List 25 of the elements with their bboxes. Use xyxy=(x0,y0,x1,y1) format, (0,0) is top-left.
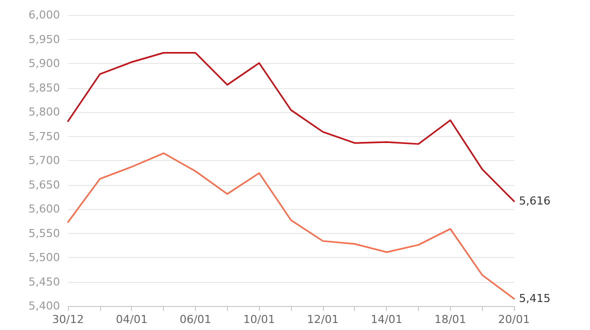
line-series xyxy=(67,52,515,202)
data-label: 5,616 xyxy=(519,194,550,208)
y-tick-label: 5,850 xyxy=(28,81,60,94)
y-tick-label: 6,000 xyxy=(28,8,60,22)
y-tick-label: 5,800 xyxy=(28,106,60,118)
x-tick-label: 10/01 xyxy=(243,313,275,326)
y-tick-label: 5,700 xyxy=(28,154,60,167)
y-tick-label: 5,400 xyxy=(28,300,60,312)
y-tick-label: 5,900 xyxy=(28,57,60,70)
x-tick-label: 04/01 xyxy=(116,313,148,326)
y-tick-label: 5,550 xyxy=(28,226,60,240)
y-tick-label: 5,600 xyxy=(28,202,60,216)
y-tick-label: 5,750 xyxy=(28,130,60,143)
y-tick-label: 5,650 xyxy=(28,178,60,192)
data-label: 5,415 xyxy=(519,292,550,306)
x-tick-label: 18/01 xyxy=(434,313,466,326)
y-tick-label: 5,950 xyxy=(28,32,60,46)
x-tick-label: 20/01 xyxy=(498,313,530,326)
line-series xyxy=(67,152,515,300)
y-tick-label: 5,450 xyxy=(28,275,60,288)
y-tick-label: 5,500 xyxy=(28,251,60,264)
x-tick-label: 14/01 xyxy=(370,313,402,326)
x-tick-label: 30/12 xyxy=(52,313,84,326)
x-tick-label: 12/01 xyxy=(307,313,339,326)
x-tick-label: 06/01 xyxy=(180,313,212,326)
